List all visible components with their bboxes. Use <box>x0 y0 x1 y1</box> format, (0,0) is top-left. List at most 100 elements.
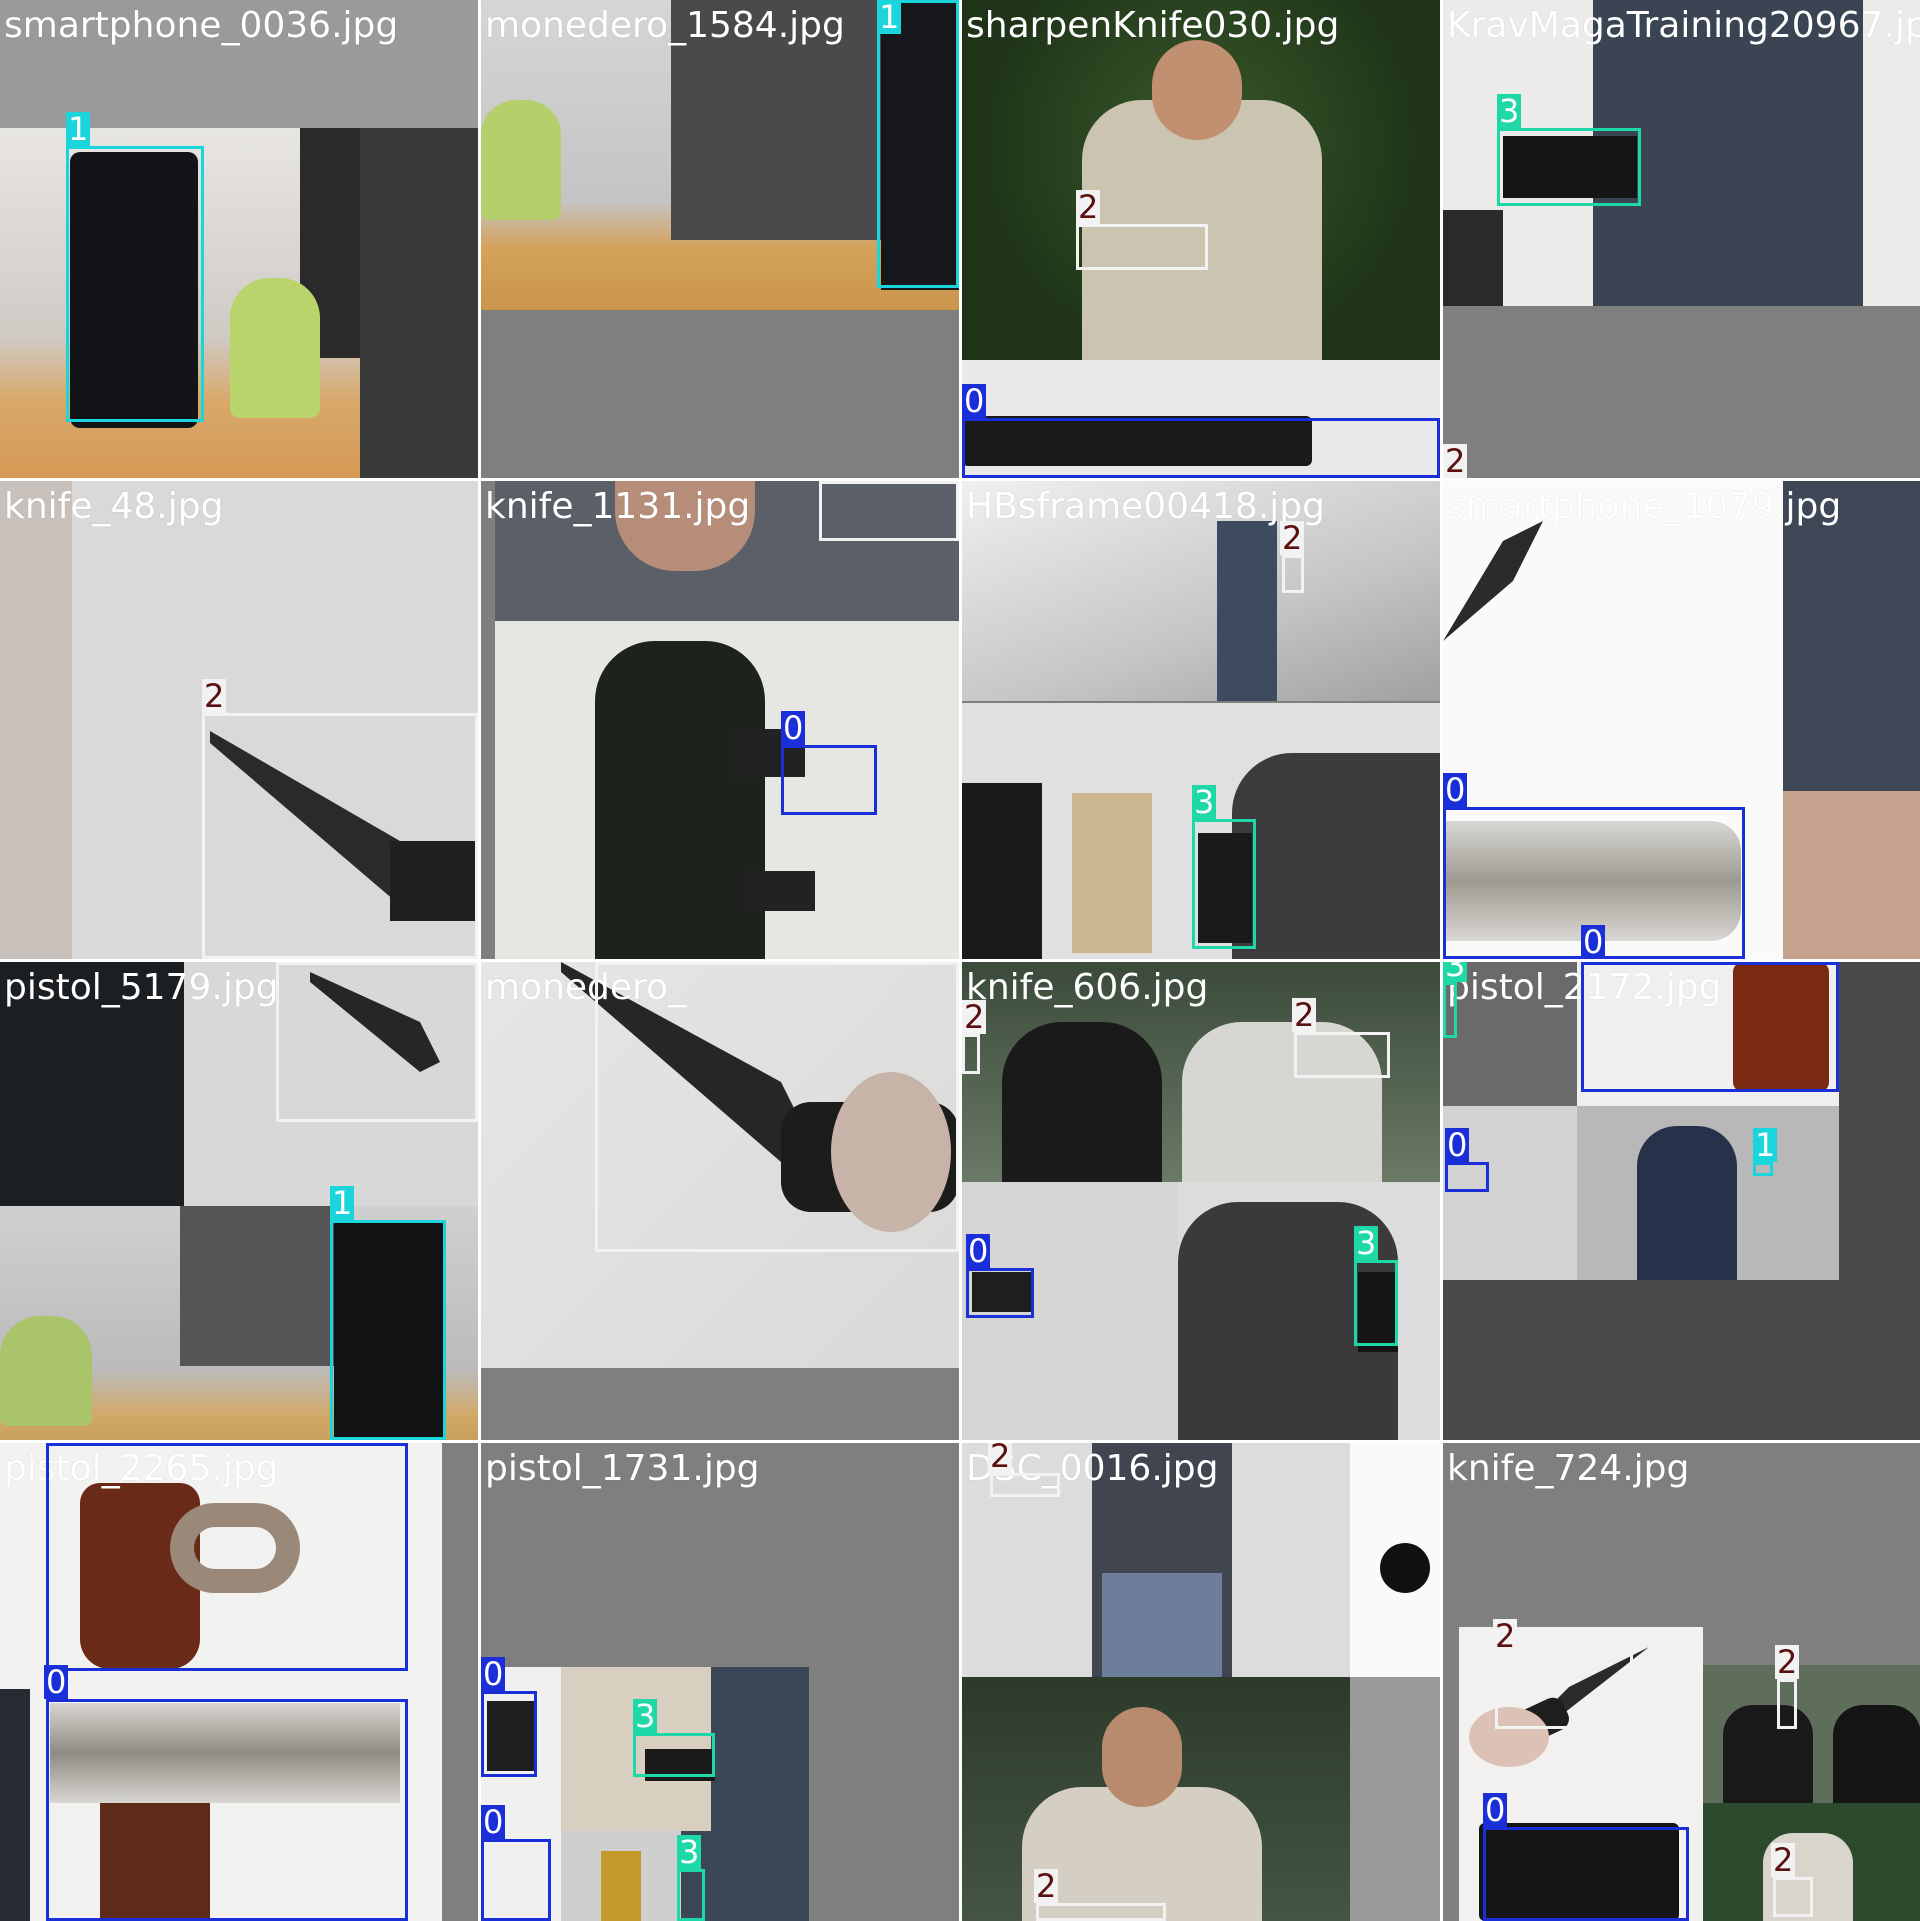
detection-box <box>1294 1032 1390 1078</box>
tile-filename: knife_724.jpg <box>1447 1448 1690 1489</box>
photo-region <box>962 962 1440 1182</box>
tile-filename: sharpenKnife030.jpg <box>966 5 1340 46</box>
key-image <box>1380 1543 1430 1593</box>
knife-image <box>561 962 959 1232</box>
class-label: 2 <box>1771 1841 1796 1879</box>
detection-box <box>1354 1260 1398 1346</box>
detection-box <box>481 1839 551 1921</box>
detection-box <box>962 418 1440 478</box>
person-shirt <box>1082 100 1322 360</box>
class-label: 1 <box>330 1184 355 1222</box>
detection-box <box>1773 1877 1813 1917</box>
pistol-image <box>487 1701 537 1771</box>
tile-filename: pistol_1731.jpg <box>485 1448 760 1489</box>
detection-box <box>966 1268 1034 1318</box>
photo-region <box>1459 1627 1703 1921</box>
class-label: 2 <box>1292 996 1317 1034</box>
photo-region <box>0 1206 478 1440</box>
class-label: 2 <box>1280 519 1305 557</box>
class-label: 1 <box>1753 1126 1778 1164</box>
android-figure <box>230 278 320 418</box>
tile-filename: pistol_5179.jpg <box>4 967 279 1008</box>
detection-box <box>66 146 204 422</box>
pistol-image <box>972 1272 1032 1312</box>
pistol-image <box>50 1703 400 1803</box>
detection-box <box>1443 982 1457 1038</box>
wallet-image <box>1198 833 1252 943</box>
person-head <box>1102 1707 1182 1807</box>
android-figure <box>0 1316 92 1426</box>
class-label: 3 <box>1497 92 1522 130</box>
tile-filename: smartphone_1079.jpg <box>1447 486 1842 527</box>
photo-region <box>962 1677 1350 1921</box>
detection-box <box>330 1220 446 1440</box>
mosaic-tile: sharpenKnife030.jpg 2 0 <box>962 0 1440 478</box>
class-label: 2 <box>1775 1643 1800 1681</box>
detection-box <box>595 962 959 1252</box>
class-label: 2 <box>1493 1617 1518 1655</box>
detection-box <box>1483 1827 1689 1921</box>
mosaic-tile: pistol_2172.jpg 3 0 0 1 <box>1443 962 1920 1440</box>
class-label: 0 <box>1443 771 1468 809</box>
person-shirt <box>1002 1022 1162 1182</box>
class-label: 2 <box>1034 1867 1059 1905</box>
detection-box <box>481 1691 537 1777</box>
mosaic-tile: KravMagaTraining20967.jpg 3 2 <box>1443 0 1920 478</box>
detection-box <box>819 481 959 541</box>
detection-box <box>677 1869 705 1921</box>
class-label: 2 <box>1443 442 1468 478</box>
class-label: 0 <box>1483 1791 1508 1829</box>
class-label: 0 <box>1445 1126 1470 1164</box>
detection-box <box>1581 962 1839 1092</box>
mosaic-tile: smartphone_1079.jpg 0 0 <box>1443 481 1920 959</box>
class-label: 1 <box>877 0 902 36</box>
tile-filename: KravMagaTraining20967.jpg <box>1447 5 1920 46</box>
detection-box <box>1497 128 1641 206</box>
person-sweater <box>1637 1126 1737 1280</box>
detection-box <box>1036 1903 1166 1921</box>
photo-region <box>481 962 959 1368</box>
class-label: 0 <box>481 1655 506 1693</box>
class-label: 0 <box>966 1232 991 1270</box>
knife-image <box>1469 1647 1649 1767</box>
mosaic-tile: pistol_1731.jpg 0 0 3 3 <box>481 1443 959 1921</box>
class-label: 3 <box>677 1833 702 1871</box>
tile-filename: monedero_1584.jpg <box>485 5 845 46</box>
detection-box <box>1495 1653 1633 1729</box>
pistol-grip <box>1733 962 1829 1092</box>
mosaic-tile: HBsframe00418.jpg 2 3 <box>962 481 1440 959</box>
photo-region <box>495 621 959 959</box>
detection-box <box>276 962 478 1122</box>
detection-box <box>1076 224 1208 270</box>
class-label: 2 <box>1076 188 1101 226</box>
person-sweater <box>1232 753 1440 959</box>
tile-filename: monedero_ <box>485 967 687 1008</box>
person-shirt <box>1182 1022 1382 1182</box>
photo-region <box>962 703 1440 959</box>
class-label: 1 <box>66 110 91 148</box>
knife-image <box>310 972 440 1072</box>
detection-box <box>1282 555 1304 593</box>
smartphone-image <box>334 1220 444 1440</box>
pistol-image <box>1479 1823 1679 1921</box>
class-label: 0 <box>1581 923 1606 959</box>
tile-filename: HBsframe00418.jpg <box>966 486 1325 527</box>
knife-image <box>210 731 478 921</box>
class-label: 0 <box>481 1803 506 1841</box>
class-label: 2 <box>988 1443 1013 1473</box>
mosaic-tile: knife_724.jpg 2 2 2 0 <box>1443 1443 1920 1921</box>
class-label: 0 <box>44 1663 69 1701</box>
wallet-image <box>1358 1272 1398 1352</box>
person-hoodie <box>595 641 765 959</box>
pistol-image <box>962 416 1312 466</box>
photo-region <box>962 0 1440 360</box>
class-label: 2 <box>202 677 227 715</box>
tile-filename: pistol_2172.jpg <box>1447 967 1722 1008</box>
detection-box <box>1777 1679 1797 1729</box>
smartphone-image <box>70 152 198 428</box>
knife-image <box>1443 521 1543 641</box>
detection-box <box>46 1699 408 1921</box>
detection-box <box>1192 819 1256 949</box>
class-label: 3 <box>1354 1224 1379 1262</box>
